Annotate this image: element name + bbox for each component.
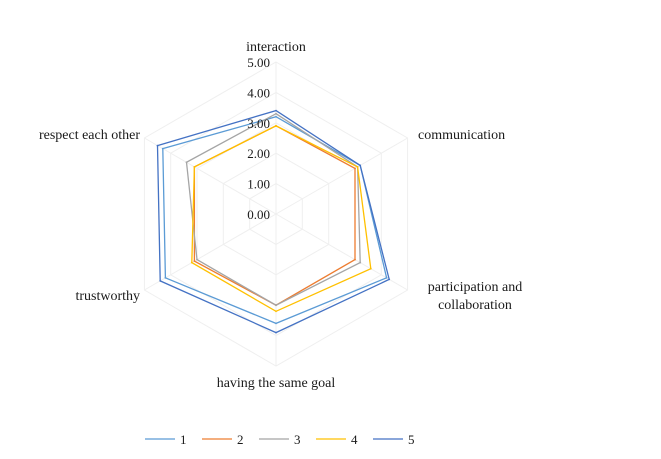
tick-label-5-00: 5.00 [247,55,270,70]
axis-label-respect-each-other: respect each other [39,128,140,143]
series-point-3-trustworthy [196,258,198,261]
series-point-5-having-the-same-goal [275,331,277,334]
series-point-4-respect-each-other [193,166,196,168]
series-line-3 [185,112,361,306]
series-point-5-trustworthy [159,280,162,282]
legend-label-4: 4 [351,432,358,447]
series-point-3-having-the-same-goal [275,304,277,307]
series-point-3-participation-and-collaboration [359,261,362,264]
series-point-1-trustworthy [164,276,167,279]
legend-item-4: 4 [316,432,358,447]
series-point-4-having-the-same-goal [275,310,277,313]
axis-label-communication: communication [418,128,505,143]
series-point-1-participation-and-collaboration [385,276,388,279]
series-point-5-respect-each-other [156,144,159,147]
tick-layer: 0.00 1.00 2.00 3.00 4.00 5.00 [247,55,270,222]
spoke-respect-each-other [144,137,277,215]
series-point-4-communication [356,166,359,168]
series-point-5-participation-and-collaboration [388,278,391,281]
spoke-trustworthy [144,213,277,291]
series-layer [156,109,391,334]
tick-label-3-00: 3.00 [247,116,270,131]
tick-label-2-00: 2.00 [247,146,270,161]
series-4 [190,124,372,313]
axis-label-trustworthy: trustworthy [75,289,140,304]
series-point-2-trustworthy [193,260,196,262]
series-point-3-respect-each-other [185,161,188,164]
legend-item-5: 5 [373,432,415,447]
series-2 [193,124,356,307]
series-point-4-trustworthy [190,261,193,264]
tick-label-0-00: 0.00 [247,207,270,222]
series-point-2-participation-and-collaboration [354,258,356,261]
spoke-participation-and-collaboration [275,213,408,291]
axis-label-having-the-same-goal: having the same goal [217,376,336,391]
series-line-1 [162,115,388,325]
series-point-5-interaction [275,109,277,112]
series-point-5-communication [359,164,362,167]
axis-label-participation-and-collaboration-line-1: participation and [428,280,522,295]
spoke-communication [275,137,408,215]
tick-label-4-00: 4.00 [247,85,270,100]
legend: 1 2 3 4 5 [145,432,415,447]
series-point-1-respect-each-other [161,147,164,150]
series-1 [161,115,388,325]
series-point-4-interaction [275,124,277,127]
series-point-3-interaction [275,112,277,115]
series-point-1-interaction [275,115,277,118]
legend-item-3: 3 [259,432,301,447]
legend-item-2: 2 [202,432,244,447]
series-5 [156,109,391,334]
legend-item-1: 1 [145,432,187,447]
tick-label-1-00: 1.00 [247,177,270,192]
series-3 [185,112,362,307]
axis-label-participation-and-collaboration-line-2: collaboration [438,298,512,313]
series-point-4-participation-and-collaboration [369,267,372,270]
legend-label-3: 3 [294,432,301,447]
axis-label-layer: interaction communication participation an… [39,40,522,391]
series-line-4 [191,125,372,313]
legend-label-1: 1 [180,432,187,447]
legend-label-5: 5 [408,432,415,447]
series-point-1-having-the-same-goal [275,322,277,325]
axis-label-interaction: interaction [246,40,306,55]
series-point-2-communication [354,167,356,170]
legend-label-2: 2 [237,432,244,447]
grid-layer [143,61,409,367]
